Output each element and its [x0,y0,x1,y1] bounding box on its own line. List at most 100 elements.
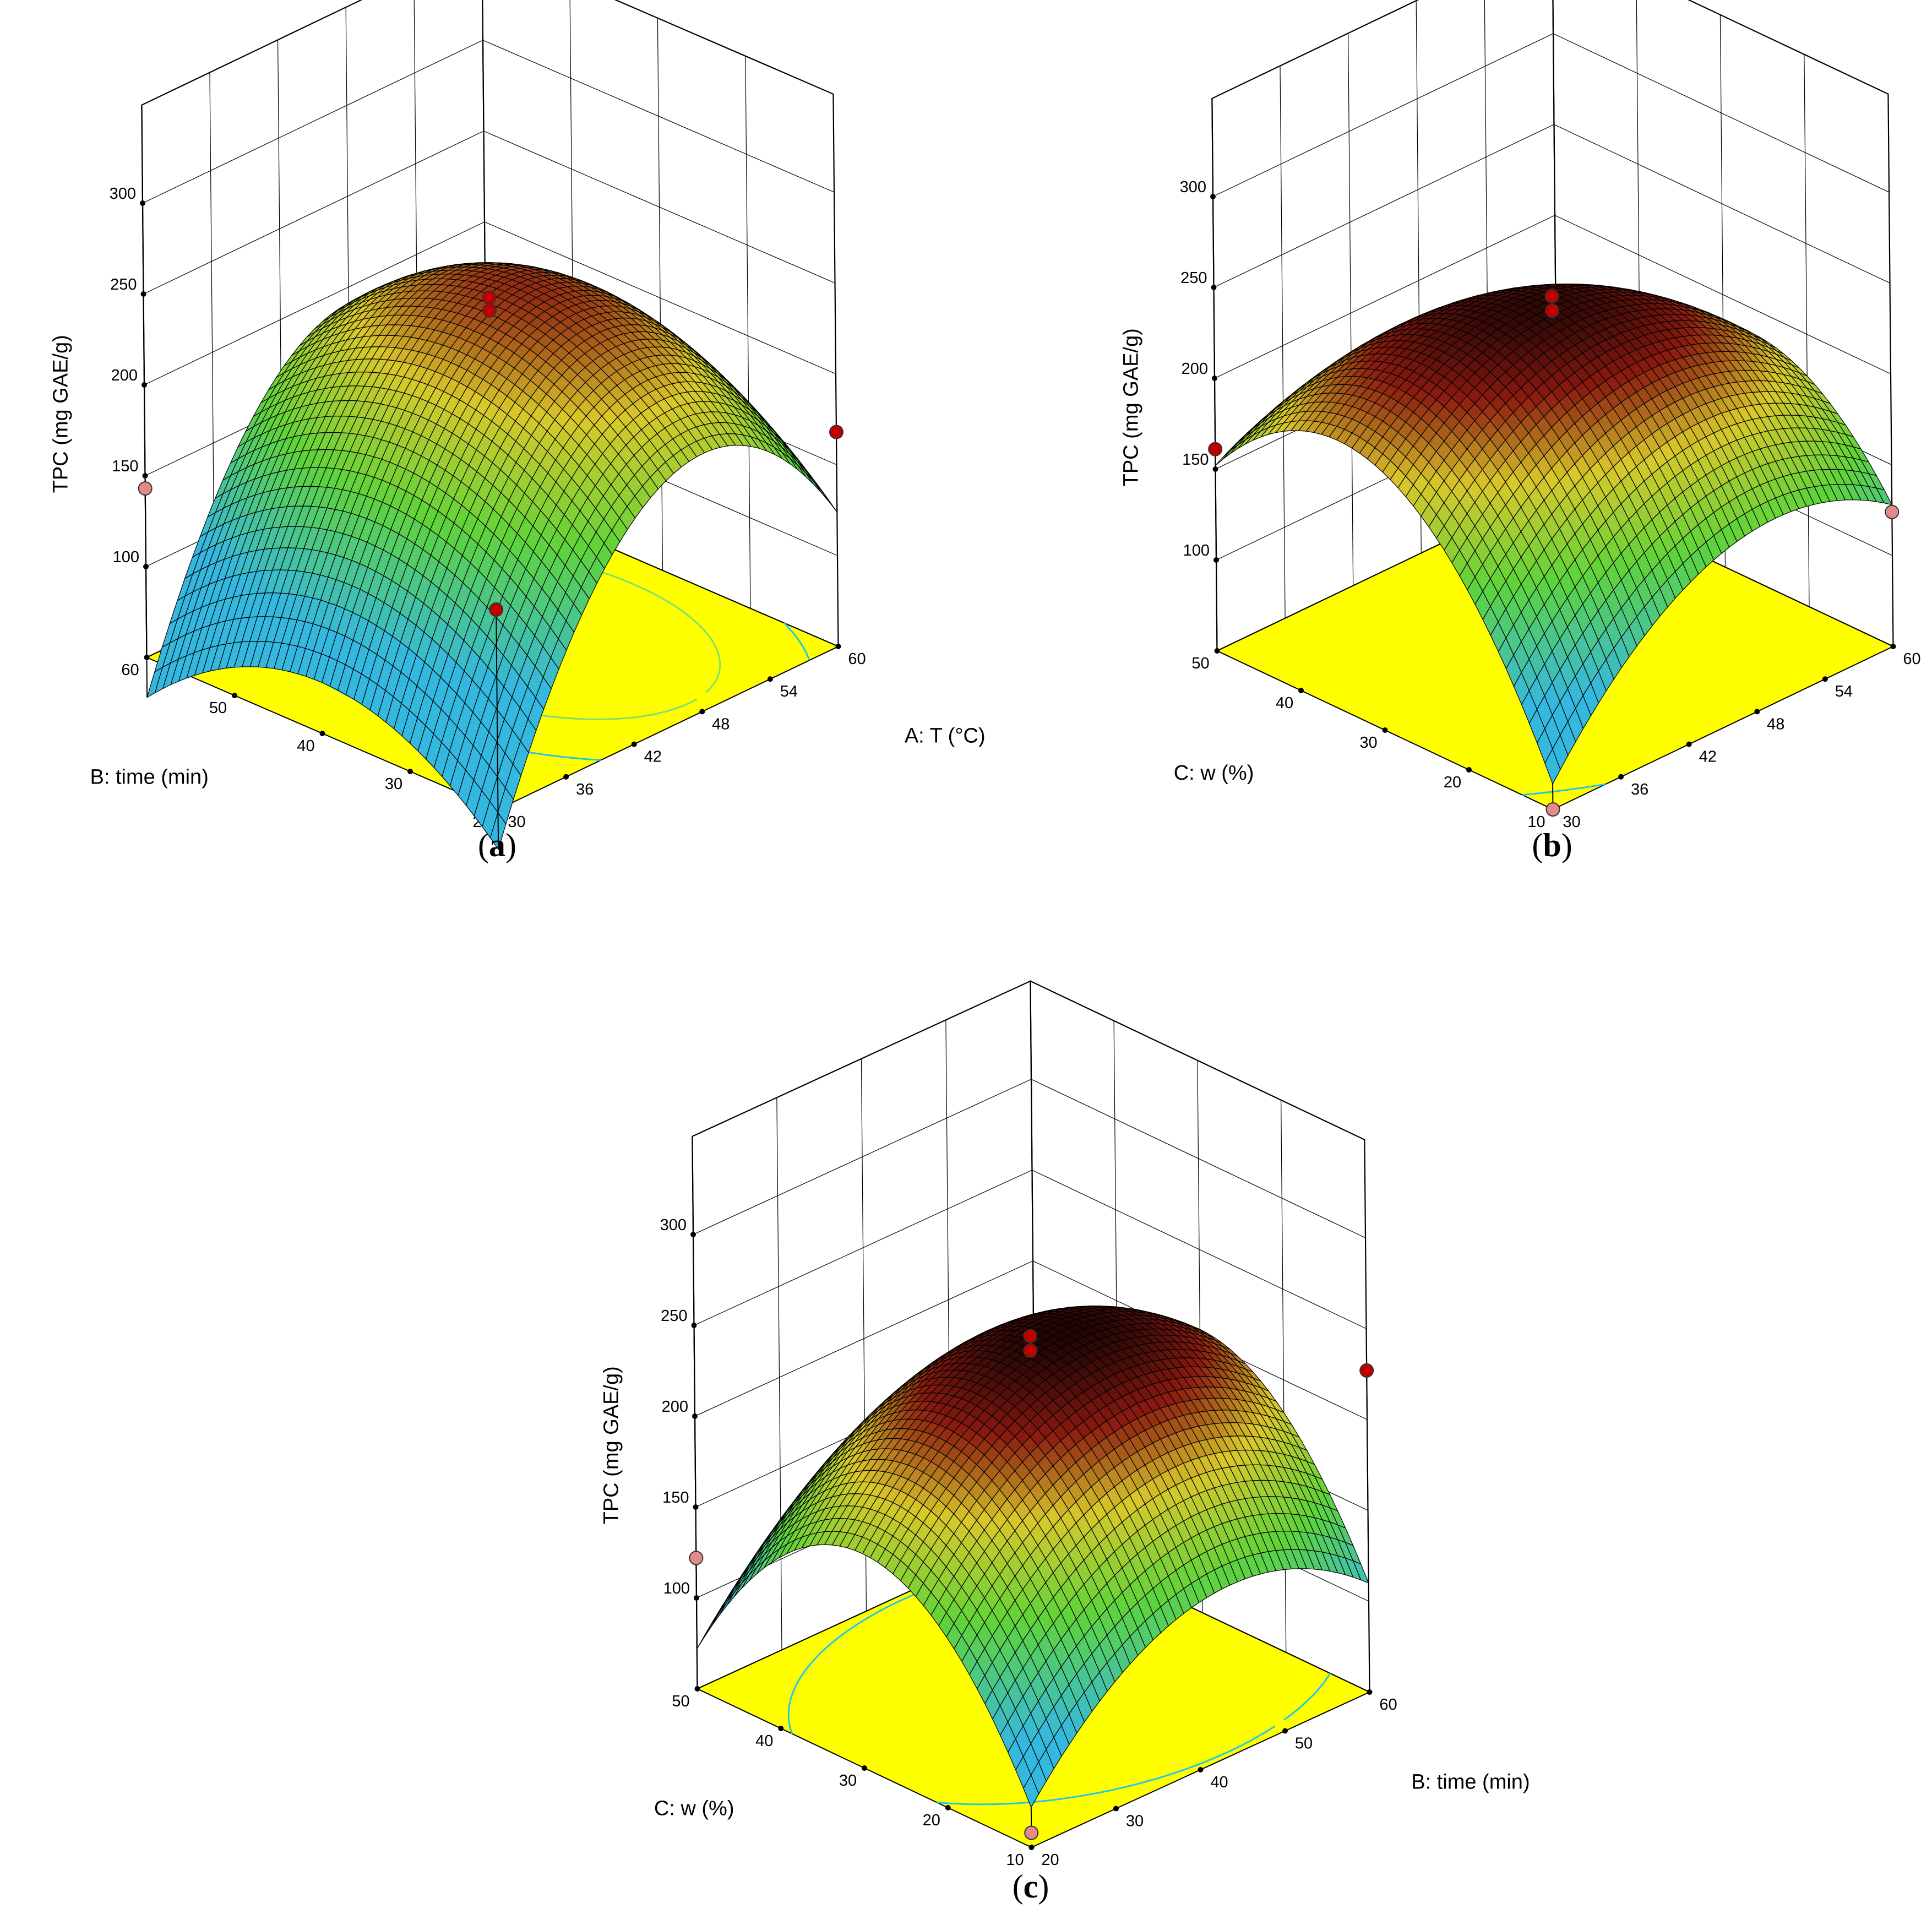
z-axis-title: TPC (mg GAE/g) [600,1366,623,1524]
y-axis-title: B: time (min) [90,766,209,789]
z-tick-label: 100 [113,548,139,566]
wall-grid-x [1347,33,1354,586]
design-point [1544,289,1559,303]
x-tick-mark [631,741,637,747]
wall-grid-z [692,981,1365,1140]
wall-grid-y [745,56,751,609]
x-tick-label: 48 [1767,715,1784,733]
z-tick-label: 100 [663,1580,690,1597]
x-tick-label: 60 [1903,650,1920,668]
x-tick-label: 40 [1210,1774,1228,1791]
design-point [138,481,153,496]
y-tick-mark [1466,767,1472,773]
z-tick-label: 250 [1180,269,1207,287]
x-tick-mark [1113,1806,1119,1812]
x-tick-label: 54 [780,683,798,700]
design-point [829,425,843,439]
z-tick-label: 150 [1182,451,1209,469]
wall-grid-y [1804,54,1810,607]
z-axis-line [1211,98,1218,651]
z-tick-mark [142,382,147,388]
x-tick-mark [1282,1728,1288,1734]
x-tick-mark [1367,1689,1373,1695]
x-axis-title: A: T (°C) [905,724,986,747]
response-surface [1215,283,1892,785]
y-tick-label: 60 [121,661,139,679]
y-tick-mark [1298,688,1304,693]
panel-a: 3036424854602030405060100150200250300A: … [49,0,986,863]
y-tick-label: 40 [755,1732,773,1750]
y-tick-label: 20 [923,1812,940,1829]
wall-grid-z [1212,33,1890,197]
x-tick-label: 54 [1835,683,1853,700]
y-tick-label: 30 [385,775,402,793]
design-point [1545,802,1560,817]
x-tick-mark [1890,644,1896,649]
x-tick-label: 36 [576,781,594,798]
x-tick-label: 42 [1699,748,1717,766]
design-point [689,1551,704,1565]
design-point [1885,504,1900,519]
x-tick-mark [1686,741,1692,747]
panel-label: (b) [1532,827,1572,863]
y-tick-mark [945,1805,951,1810]
z-tick-mark [690,1232,696,1237]
z-tick-mark [1210,194,1216,199]
z-tick-mark [1212,376,1217,381]
z-tick-label: 150 [112,458,138,475]
x-tick-label: 50 [1295,1735,1313,1753]
y-tick-mark [1028,1845,1035,1850]
z-tick-mark [140,291,146,297]
x-tick-mark [835,644,841,649]
z-tick-mark [1211,285,1217,290]
z-tick-mark [140,200,145,206]
y-tick-mark [862,1765,867,1771]
z-tick-mark [692,1413,698,1419]
x-tick-mark [1754,709,1760,715]
panel-label: (a) [478,827,516,863]
x-tick-label: 42 [644,748,662,766]
design-point [1544,303,1559,318]
z-tick-mark [691,1323,697,1328]
z-tick-mark [1212,466,1218,472]
y-tick-mark [319,731,325,736]
y-tick-mark [778,1726,784,1731]
wall-grid-x [1280,66,1286,618]
y-tick-label: 20 [1444,774,1461,791]
x-tick-label: 48 [712,715,730,733]
z-tick-label: 250 [661,1307,687,1325]
wall-grid-z [142,40,835,204]
z-tick-mark [693,1504,699,1510]
point-drop-line [144,488,148,698]
wall-grid-z [143,130,835,295]
x-axis-title: B: time (min) [1411,1771,1530,1794]
y-tick-mark [1214,648,1220,654]
y-tick-mark [232,693,237,698]
y-tick-mark [407,769,413,774]
y-tick-label: 40 [297,737,314,755]
y-tick-mark [1382,727,1388,733]
z-tick-label: 200 [111,367,138,384]
y-tick-mark [694,1686,700,1692]
y-tick-label: 30 [1359,734,1377,752]
z-axis-title: TPC (mg GAE/g) [49,335,72,493]
x-tick-label: 60 [848,650,866,668]
y-axis-title: C: w (%) [1174,762,1254,785]
z-tick-mark [142,473,148,478]
z-tick-label: 200 [662,1398,688,1416]
z-tick-label: 150 [662,1489,689,1507]
z-tick-mark [1213,557,1219,563]
design-points-below [138,481,153,698]
panel-b: 3036424854601020304050100150200250300A: … [1119,0,1921,863]
x-tick-mark [563,774,569,780]
x-tick-label: 30 [508,813,525,831]
design-point [482,290,497,305]
y-axis-title: C: w (%) [654,1797,734,1820]
z-tick-label: 300 [110,185,136,203]
response-surface [146,262,837,850]
z-tick-label: 300 [1180,178,1206,196]
design-point [482,303,497,318]
x-tick-label: 30 [1126,1813,1144,1830]
